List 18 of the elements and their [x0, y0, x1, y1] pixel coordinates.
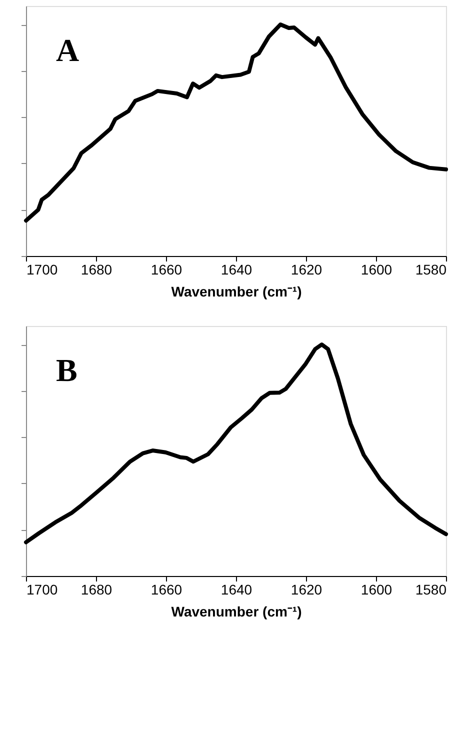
- x-tick-label: 1660: [150, 582, 182, 598]
- annotation: B: [56, 352, 78, 388]
- x-tick-label: 1680: [80, 582, 112, 598]
- x-tick-label: 1600: [360, 262, 392, 278]
- x-tick-label: 1600: [360, 582, 392, 598]
- x-tick-label: 1660: [150, 262, 182, 278]
- x-tick-label: 1680: [80, 262, 112, 278]
- x-tick-label: 1700: [26, 582, 58, 598]
- x-tick-label: 1620: [290, 582, 322, 598]
- x-axis-title: Wavenumber (cm⁻¹): [171, 284, 302, 300]
- x-tick-label: 1580: [415, 582, 447, 598]
- x-tick-label: 1580: [415, 262, 447, 278]
- x-tick-label: 1640: [220, 582, 252, 598]
- annotation: A: [56, 32, 80, 68]
- x-tick-label: 1700: [26, 262, 58, 278]
- x-tick-label: 1620: [290, 262, 322, 278]
- x-axis-title: Wavenumber (cm⁻¹): [171, 604, 302, 620]
- x-tick-label: 1640: [220, 262, 252, 278]
